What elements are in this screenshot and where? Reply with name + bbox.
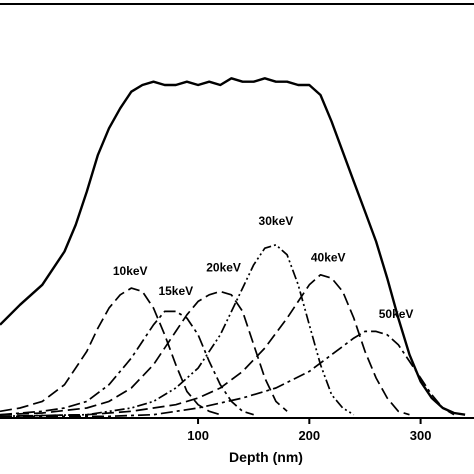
series-line-30kev xyxy=(0,243,355,418)
x-tick-label: 200 xyxy=(298,428,320,443)
series-label-40kev: 40keV xyxy=(311,251,346,265)
series-line-10kev xyxy=(0,287,221,416)
series-label-20kev: 20keV xyxy=(206,261,241,275)
series-line-15kev xyxy=(0,310,254,416)
series-line-total xyxy=(0,77,466,416)
series-label-10kev: 10keV xyxy=(113,264,148,278)
series-line-40kev xyxy=(0,273,410,418)
series-label-50kev: 50keV xyxy=(379,307,414,321)
x-axis-title: Depth (nm) xyxy=(229,449,303,465)
x-axis-ticks: 100 200 300 xyxy=(187,418,431,443)
series-line-20kev xyxy=(0,290,288,416)
series-labels: 10keV 15keV 20keV 30keV 40keV 50keV xyxy=(113,214,414,321)
series-line-50kev xyxy=(0,330,455,418)
series-layer xyxy=(0,77,466,418)
x-tick-label: 100 xyxy=(187,428,209,443)
series-label-15kev: 15keV xyxy=(158,284,193,298)
plot-frame xyxy=(0,3,474,419)
series-label-30kev: 30keV xyxy=(259,214,294,228)
x-tick-label: 300 xyxy=(410,428,432,443)
